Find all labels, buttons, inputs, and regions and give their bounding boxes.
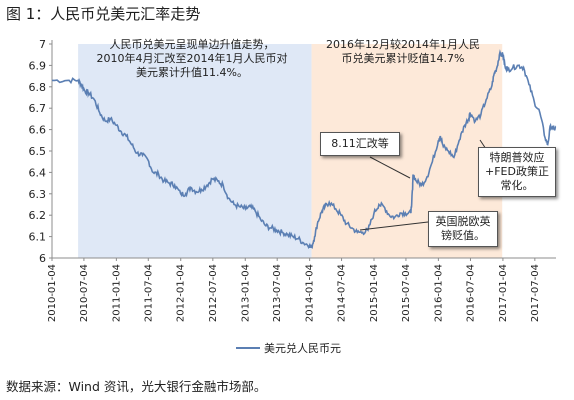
arrow-brexit: [359, 221, 429, 231]
legend-label: 美元兑人民币元: [264, 342, 341, 355]
annotation-depreciation: 2016年12月较2014年1月人民 币兑美元累计贬值14.7%: [326, 38, 480, 65]
y-tick-label: 6.7: [29, 102, 47, 115]
x-tick-label: 2010-07-04: [79, 264, 90, 322]
callout-trump-fed: 特朗普效应 +FED政策正 常化。: [478, 147, 556, 197]
y-tick-label: 6.5: [29, 145, 47, 158]
x-tick-label: 2017-07-04: [530, 264, 541, 322]
x-tick-label: 2016-07-04: [465, 264, 476, 322]
annotation-appreciation: 人民币兑美元呈现单边升值走势， 2010年4月汇改至2014年1月人民币对 美元…: [96, 38, 288, 79]
callout-brexit: 英国脱欧英 镑贬值。: [428, 211, 498, 247]
figure-title: 图 1：人民币兑美元汇率走势: [6, 5, 201, 23]
x-tick-label: 2015-07-04: [401, 264, 412, 322]
y-tick-label: 6.1: [29, 231, 47, 244]
y-tick-label: 7: [39, 38, 46, 51]
callout-811-reform: 8.11汇改等: [320, 132, 400, 156]
y-tick-label: 6.3: [29, 188, 47, 201]
y-tick-label: 6: [39, 252, 46, 265]
x-tick-label: 2015-01-04: [369, 264, 380, 322]
x-tick-label: 2011-01-04: [111, 264, 122, 322]
y-tick-labels: 6 6.1 6.2 6.3 6.4 6.5 6.6 6.7 6.8 6.9 7: [29, 38, 47, 265]
x-tick-label: 2012-01-04: [176, 264, 187, 322]
source-note: 数据来源：Wind 资讯，光大银行金融市场部。: [6, 379, 267, 394]
x-tick-label: 2012-07-04: [208, 264, 219, 322]
y-tick-label: 6.8: [29, 81, 47, 94]
series-line-usdcny: [52, 49, 557, 250]
y-tick-label: 6.6: [29, 124, 47, 137]
x-tick-labels: 2010-01-04 2010-07-04 2011-01-04 2011-07-04…: [47, 264, 541, 322]
legend-line-swatch: [236, 347, 260, 349]
x-tick-label: 2011-07-04: [143, 264, 154, 322]
x-tick-label: 2014-01-04: [305, 264, 316, 322]
x-tick-label: 2016-01-04: [433, 264, 444, 322]
x-tick-label: 2013-07-04: [272, 264, 283, 322]
y-tick-label: 6.2: [29, 209, 47, 222]
y-tick-label: 6.4: [29, 166, 47, 179]
arrow-811: [369, 156, 411, 179]
x-tick-label: 2010-01-04: [47, 264, 58, 322]
x-tick-label: 2013-01-04: [240, 264, 251, 322]
y-tick-label: 6.9: [29, 59, 47, 72]
x-tick-label: 2017-01-04: [498, 264, 509, 322]
axes: [49, 40, 556, 261]
x-tick-label: 2014-07-04: [337, 264, 348, 322]
shaded-region-0: [78, 44, 312, 258]
